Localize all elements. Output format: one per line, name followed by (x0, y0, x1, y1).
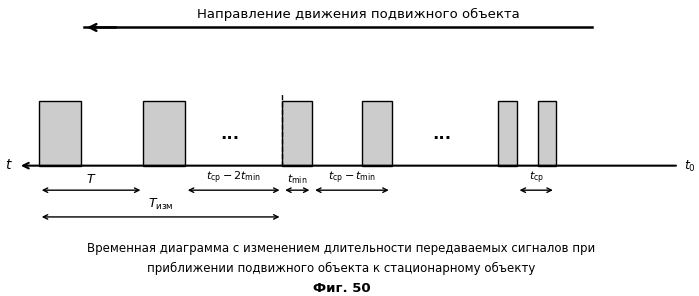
Text: Временная диаграмма с изменением длительности передаваемых сигналов при: Временная диаграмма с изменением длитель… (87, 242, 596, 255)
Text: приближении подвижного объекта к стационарному объекту: приближении подвижного объекта к стацион… (147, 262, 535, 275)
Text: Фиг. 50: Фиг. 50 (312, 282, 370, 295)
Text: ...: ... (433, 125, 452, 143)
Bar (282, 101, 312, 166)
Bar (39, 101, 80, 166)
Bar (362, 101, 391, 166)
Text: $t_{\mathrm{cp}}-t_{\mathrm{min}}$: $t_{\mathrm{cp}}-t_{\mathrm{min}}$ (328, 169, 376, 186)
Text: $t$: $t$ (5, 158, 13, 172)
Bar (498, 101, 517, 166)
Text: Направление движения подвижного объекта: Направление движения подвижного объекта (198, 8, 520, 21)
Bar (143, 101, 185, 166)
Text: $t_{\mathrm{min}}$: $t_{\mathrm{min}}$ (287, 172, 308, 186)
Text: $T$: $T$ (86, 173, 96, 186)
Text: $t_{\mathrm{cp}}-2t_{\mathrm{min}}$: $t_{\mathrm{cp}}-2t_{\mathrm{min}}$ (206, 169, 261, 186)
Bar (538, 101, 556, 166)
Text: $t_0$: $t_0$ (684, 159, 696, 174)
Text: $T_{\mathrm{изм}}$: $T_{\mathrm{изм}}$ (147, 197, 173, 213)
Text: $t_{\mathrm{cp}}$: $t_{\mathrm{cp}}$ (528, 169, 544, 186)
Text: ...: ... (221, 125, 240, 143)
